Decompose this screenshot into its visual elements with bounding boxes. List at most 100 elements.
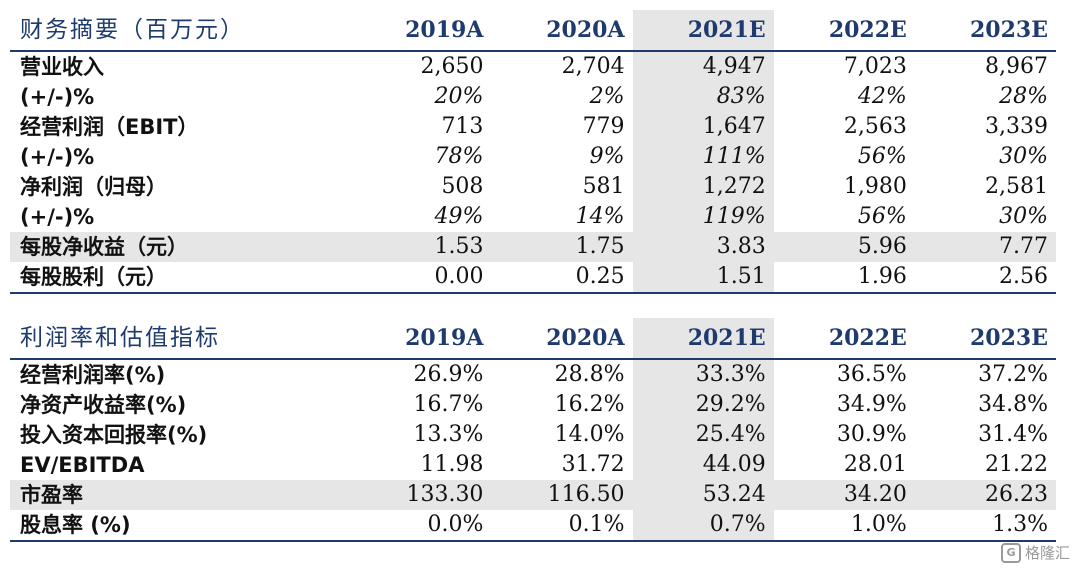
table-row: 市盈率 133.30 116.50 53.24 34.20 26.23 xyxy=(10,480,1056,510)
cell-value: 1.51 xyxy=(632,262,774,294)
cell-value: 13.3% xyxy=(413,422,484,447)
cell-value: 29.2% xyxy=(632,390,774,420)
row-label: 市盈率 xyxy=(10,480,351,510)
row-label: 净资产收益率(%) xyxy=(20,393,187,417)
cell-value: 9% xyxy=(589,144,625,169)
row-label: 净利润（归母） xyxy=(20,175,167,199)
cell-value: 37.2% xyxy=(978,362,1048,387)
cell-value: 36.5% xyxy=(836,362,907,387)
row-label: 每股股利（元） xyxy=(10,262,351,294)
row-label: 每股净收益（元） xyxy=(10,232,351,262)
cell-value: 7,023 xyxy=(843,54,907,79)
cell-value: 1.3% xyxy=(914,510,1056,542)
cell-value: 2% xyxy=(589,84,625,109)
cell-value: 2,650 xyxy=(420,54,484,79)
table-row: (+/-)% 20% 2% 83% 42% 28% xyxy=(10,82,1056,112)
cell-value: 0.1% xyxy=(491,510,633,542)
cell-value: 3.83 xyxy=(632,232,774,262)
cell-value: 31.4% xyxy=(978,422,1048,447)
row-label: 经营利润（EBIT） xyxy=(20,115,199,139)
row-label: (+/-)% xyxy=(20,85,95,109)
table-row: 每股净收益（元） 1.53 1.75 3.83 5.96 7.77 xyxy=(10,232,1056,262)
cell-value: 7.77 xyxy=(914,232,1056,262)
table-row: 经营利润（EBIT） 713 779 1,647 2,563 3,339 xyxy=(10,112,1056,142)
row-label: (+/-)% xyxy=(20,205,95,229)
cell-value: 1,272 xyxy=(632,172,774,202)
column-header-2019a: 2019A xyxy=(350,10,492,52)
table-row: 净利润（归母） 508 581 1,272 1,980 2,581 xyxy=(10,172,1056,202)
cell-value: 0.00 xyxy=(350,262,492,294)
cell-value: 11.98 xyxy=(420,452,484,477)
cell-value: 56% xyxy=(857,204,907,229)
cell-value: 78% xyxy=(434,144,484,169)
cell-value: 16.2% xyxy=(554,392,625,417)
table-header-row: 利润率和估值指标 2019A 2020A 2021E 2022E 2023E xyxy=(10,318,1056,360)
cell-value: 16.7% xyxy=(413,392,484,417)
watermark: G 格隆汇 xyxy=(1000,542,1070,563)
row-label: 营业收入 xyxy=(20,55,104,79)
table-title: 财务摘要（百万元） xyxy=(10,10,351,52)
cell-value: 83% xyxy=(632,82,774,112)
cell-value: 30% xyxy=(999,144,1048,169)
column-header-2020a: 2020A xyxy=(491,318,633,360)
cell-value: 33.3% xyxy=(632,359,774,390)
cell-value: 26.9% xyxy=(413,362,484,387)
cell-value: 2,704 xyxy=(561,54,625,79)
cell-value: 14.0% xyxy=(554,422,625,447)
cell-value: 49% xyxy=(434,204,484,229)
cell-value: 5.96 xyxy=(773,232,915,262)
column-header-2021e: 2021E xyxy=(632,318,774,360)
column-header-2019a: 2019A xyxy=(350,318,492,360)
cell-value: 111% xyxy=(632,142,774,172)
column-header-2020a: 2020A xyxy=(491,10,633,52)
cell-value: 42% xyxy=(857,84,907,109)
cell-value: 779 xyxy=(582,114,625,139)
table-row: 经营利润率(%) 26.9% 28.8% 33.3% 36.5% 37.2% xyxy=(10,359,1056,390)
valuation-metrics-table: 利润率和估值指标 2019A 2020A 2021E 2022E 2023E 经… xyxy=(10,318,1056,542)
cell-value: 116.50 xyxy=(491,480,633,510)
cell-value: 53.24 xyxy=(632,480,774,510)
row-label: EV/EBITDA xyxy=(20,453,145,477)
cell-value: 28.01 xyxy=(843,452,907,477)
table-row: 每股股利（元） 0.00 0.25 1.51 1.96 2.56 xyxy=(10,262,1056,294)
column-header-2023e: 2023E xyxy=(914,318,1056,360)
cell-value: 34.9% xyxy=(836,392,907,417)
financial-summary-table: 财务摘要（百万元） 2019A 2020A 2021E 2022E 2023E … xyxy=(10,10,1056,294)
cell-value: 3,339 xyxy=(985,114,1048,139)
cell-value: 2,563 xyxy=(843,114,907,139)
table-row: 投入资本回报率(%) 13.3% 14.0% 25.4% 30.9% 31.4% xyxy=(10,420,1056,450)
cell-value: 1.53 xyxy=(350,232,492,262)
cell-value: 1,647 xyxy=(632,112,774,142)
table-row: EV/EBITDA 11.98 31.72 44.09 28.01 21.22 xyxy=(10,450,1056,480)
cell-value: 4,947 xyxy=(632,51,774,82)
row-label: 投入资本回报率(%) xyxy=(20,423,208,447)
cell-value: 8,967 xyxy=(985,54,1048,79)
cell-value: 44.09 xyxy=(632,450,774,480)
cell-value: 0.25 xyxy=(491,262,633,294)
table-row: (+/-)% 78% 9% 111% 56% 30% xyxy=(10,142,1056,172)
row-label: (+/-)% xyxy=(20,145,95,169)
cell-value: 14% xyxy=(575,204,625,229)
cell-value: 713 xyxy=(441,114,484,139)
cell-value: 1.75 xyxy=(491,232,633,262)
cell-value: 2,581 xyxy=(985,174,1048,199)
cell-value: 1,980 xyxy=(843,174,907,199)
cell-value: 28.8% xyxy=(554,362,625,387)
cell-value: 31.72 xyxy=(561,452,625,477)
cell-value: 25.4% xyxy=(632,420,774,450)
cell-value: 56% xyxy=(857,144,907,169)
column-header-2023e: 2023E xyxy=(914,10,1056,52)
cell-value: 0.0% xyxy=(350,510,492,542)
cell-value: 20% xyxy=(434,84,484,109)
cell-value: 30.9% xyxy=(836,422,907,447)
cell-value: 28% xyxy=(999,84,1048,109)
column-header-2021e: 2021E xyxy=(632,10,774,52)
cell-value: 1.96 xyxy=(773,262,915,294)
column-header-2022e: 2022E xyxy=(773,318,915,360)
cell-value: 2.56 xyxy=(914,262,1056,294)
cell-value: 508 xyxy=(441,174,484,199)
table-row: (+/-)% 49% 14% 119% 56% 30% xyxy=(10,202,1056,232)
cell-value: 1.0% xyxy=(773,510,915,542)
cell-value: 30% xyxy=(999,204,1048,229)
cell-value: 0.7% xyxy=(632,510,774,542)
